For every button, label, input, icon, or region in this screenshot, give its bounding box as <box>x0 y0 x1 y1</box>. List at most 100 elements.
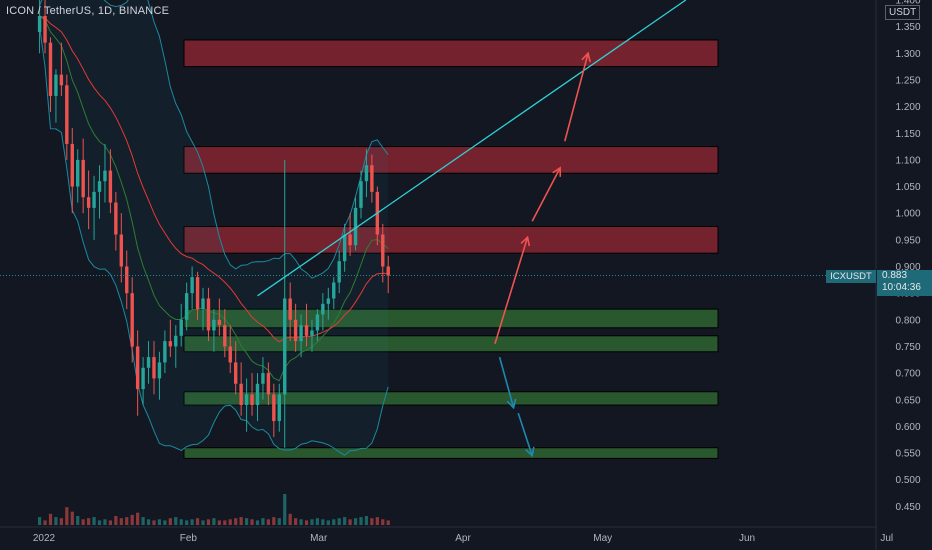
candle-body <box>174 335 178 347</box>
volume-bar <box>375 517 379 525</box>
candle-body <box>54 74 58 96</box>
candle-body <box>217 319 222 326</box>
candle-body <box>119 234 123 267</box>
candle-body <box>76 159 80 187</box>
volume-bar <box>59 518 63 525</box>
lower-band <box>39 26 389 456</box>
volume-bar <box>239 517 243 525</box>
volume-bar <box>206 519 211 525</box>
time-tick-label: 2022 <box>33 533 56 544</box>
volume-bar <box>201 520 205 525</box>
candle-body <box>315 314 320 331</box>
down-projection-arrow <box>498 356 515 408</box>
candle-body <box>239 383 243 406</box>
down-arrow-head <box>525 446 535 458</box>
candle-body <box>125 266 129 294</box>
up-arrow-head <box>520 235 531 247</box>
volume-bar <box>108 520 113 525</box>
candle-body <box>261 373 265 384</box>
candle-body <box>321 303 325 315</box>
volume-bar <box>217 520 221 525</box>
time-tick-label: Jul <box>880 533 893 544</box>
symbol-header[interactable]: ICON / TetherUS, 1D, BINANCE <box>6 5 169 17</box>
volume-bar <box>277 518 281 525</box>
volume-bar <box>163 520 167 525</box>
candle-body <box>364 165 369 182</box>
rising-trendline <box>257 0 687 297</box>
volume-bar <box>146 519 151 525</box>
candle-body <box>184 293 189 320</box>
volume-bar <box>97 520 102 525</box>
candle-body <box>81 159 85 198</box>
symbol-name: ICON <box>6 5 35 17</box>
volume-bar <box>370 518 374 525</box>
support-zone <box>183 447 719 459</box>
symbol-price-tag: ICXUSDT <box>826 270 876 283</box>
down-projection-arrow <box>517 412 533 456</box>
volume-bar <box>381 519 385 525</box>
price-tick-label: 0.900 <box>895 262 920 273</box>
candle-body <box>353 207 358 246</box>
volume-bar <box>87 518 91 525</box>
price-tick-label: 1.350 <box>895 22 920 33</box>
volume-bar <box>195 518 200 525</box>
candle-body <box>272 394 276 422</box>
candle-body <box>223 325 227 347</box>
volume-bar <box>332 519 336 525</box>
candle-body <box>92 191 96 208</box>
time-tick-label: Apr <box>455 533 471 544</box>
time-tick-label: Jun <box>739 533 755 544</box>
candle-body <box>146 357 151 368</box>
price-axis[interactable]: 1.400 1.350 1.300 1.250 1.200 1.150 1.100 1.050… <box>875 0 921 550</box>
candle-body <box>348 234 352 246</box>
candle-body <box>157 362 162 379</box>
volume-bar <box>174 517 178 525</box>
volume-bar <box>310 519 314 525</box>
volume-bar <box>130 514 134 525</box>
volume-bar <box>266 519 270 525</box>
price-tick-label: 1.300 <box>895 49 920 60</box>
candle-body <box>381 234 385 267</box>
price-tick-label: 0.800 <box>895 315 920 326</box>
down-arrow-head <box>506 398 517 410</box>
volume-bar <box>54 517 58 525</box>
volume-bar <box>70 511 74 525</box>
candle-body <box>266 373 271 395</box>
candle-body <box>163 341 167 363</box>
volume-bar <box>37 517 42 525</box>
symbol-details: / TetherUS, 1D, BINANCE <box>34 5 170 17</box>
volume-bar <box>43 520 47 525</box>
volume-bar <box>348 519 352 525</box>
candle-body <box>168 341 173 347</box>
candle-body <box>359 181 363 208</box>
resistance-zone <box>183 226 719 254</box>
candle-body <box>326 298 331 304</box>
candle-body <box>201 298 205 310</box>
volume-bar <box>212 518 216 525</box>
volume-bar <box>364 516 369 525</box>
time-axis[interactable]: 2022 Feb Mar Apr May Jun Jul <box>0 526 893 544</box>
volume-bar <box>315 518 320 525</box>
candle-body <box>114 202 118 235</box>
candle-body <box>179 319 183 336</box>
currency-label[interactable]: USDT <box>885 5 921 20</box>
slow-moving-average <box>39 15 389 343</box>
candle-body <box>43 15 47 43</box>
volume-bar <box>250 519 254 525</box>
candle-body <box>299 325 303 342</box>
candle-body <box>310 330 314 336</box>
upper-band <box>39 0 389 279</box>
volume-bar <box>337 518 341 525</box>
resistance-zone <box>183 39 719 68</box>
candle-body <box>152 357 156 379</box>
last-price-value: 0.883 <box>882 270 908 281</box>
resistance-zone <box>183 146 719 174</box>
candle-body <box>283 298 287 395</box>
bar-countdown: 10:04:36 <box>882 282 921 293</box>
candle-body <box>37 15 42 32</box>
time-tick-label: Feb <box>180 533 198 544</box>
candle-body <box>141 367 145 390</box>
price-tick-label: 0.650 <box>895 395 920 406</box>
volume-bar <box>81 519 85 525</box>
